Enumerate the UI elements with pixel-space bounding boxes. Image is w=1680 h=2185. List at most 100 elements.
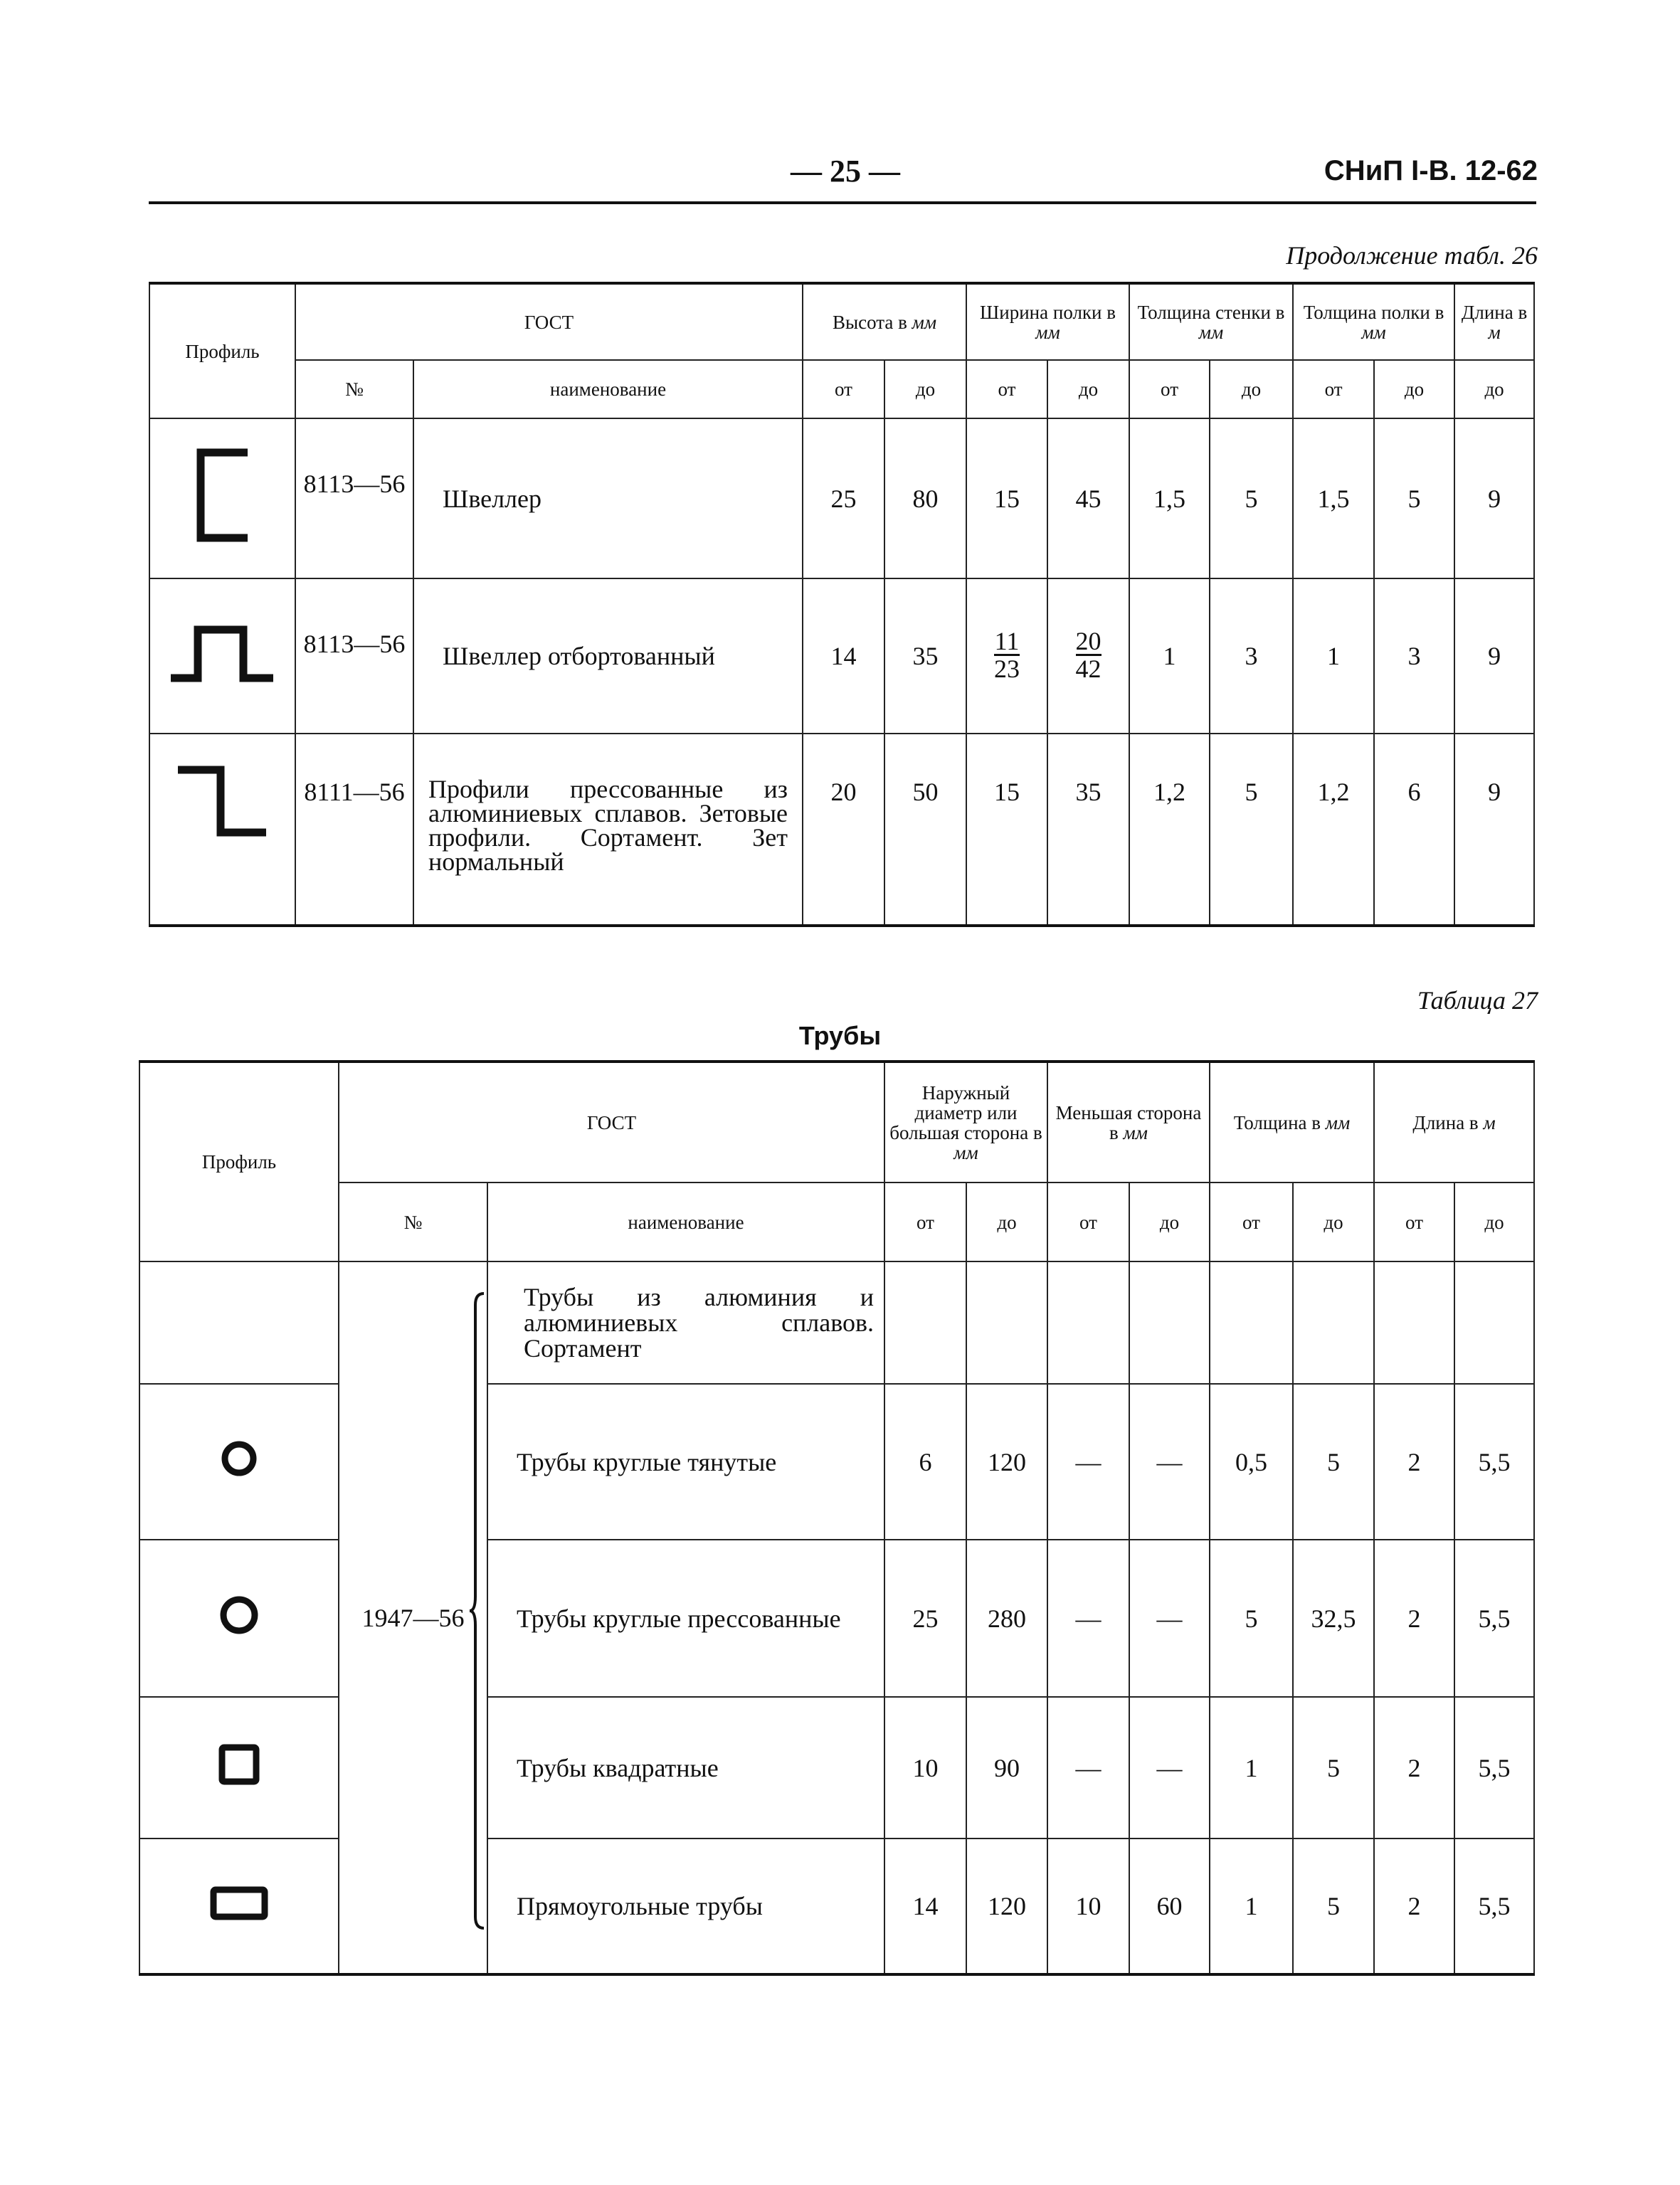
- header-gost: ГОСТ: [295, 282, 803, 361]
- denominator: 42: [1075, 655, 1101, 683]
- cell: 5: [1292, 1838, 1375, 1975]
- header-name: наименование: [487, 1182, 885, 1262]
- header-from: от: [1292, 359, 1375, 419]
- header-unit: мм: [912, 311, 937, 333]
- cell: 15: [966, 418, 1049, 579]
- header-to: до: [883, 359, 968, 419]
- cell: 1: [1129, 578, 1211, 734]
- fraction: 11 23: [994, 628, 1020, 682]
- header-label: Толщина стенки в: [1137, 301, 1285, 323]
- cell: 10: [1047, 1838, 1130, 1975]
- cell: 1,5: [1292, 418, 1375, 579]
- profile-cell: [149, 733, 296, 926]
- cell: 5,5: [1454, 1383, 1536, 1540]
- cell: 25: [802, 418, 885, 579]
- header-from: от: [884, 1182, 967, 1262]
- cell: 3: [1373, 578, 1456, 734]
- table-27-caption: Таблица 27: [1417, 986, 1538, 1015]
- header-label: Толщина в: [1233, 1111, 1321, 1133]
- page-number: — 25 —: [791, 154, 900, 189]
- table-row: Прямоугольные трубы 14 120 10 60 1 5 2 5,5: [139, 1838, 1536, 1975]
- gost-number: 8113—56: [295, 578, 414, 734]
- header-web-thickness: Толщина стенки в мм: [1129, 282, 1294, 361]
- header-unit: мм: [1035, 321, 1060, 343]
- flanged-channel-profile-icon: [170, 625, 273, 682]
- cell: 90: [966, 1696, 1048, 1839]
- cell: 9: [1454, 418, 1536, 579]
- table-27-title: Трубы: [798, 1021, 882, 1050]
- header-label: Длина в: [1461, 301, 1528, 323]
- header-label: Длина в: [1412, 1111, 1479, 1133]
- cell: [1292, 1261, 1375, 1385]
- header-to: до: [1454, 359, 1536, 419]
- header-label: Высота в: [832, 311, 907, 333]
- gost-name: Швеллер: [413, 418, 803, 579]
- header-label: Меньшая сторона в: [1055, 1101, 1202, 1143]
- cell: 5: [1209, 733, 1294, 926]
- header-length: Длина в м: [1373, 1061, 1536, 1183]
- table-row: Трубы квадратные 10 90— —1 5 2 5,5: [139, 1696, 1536, 1839]
- denominator: 23: [994, 655, 1020, 683]
- square-tube-icon: [216, 1744, 262, 1793]
- cell: 35: [1047, 733, 1131, 926]
- cell: 15: [966, 733, 1049, 926]
- gost-number: 1947—56: [361, 1603, 465, 1632]
- header-to: до: [1454, 1182, 1536, 1262]
- cell: 45: [1047, 418, 1131, 579]
- header-from: от: [802, 359, 885, 419]
- cell: 1: [1209, 1696, 1294, 1839]
- cell: 14: [884, 1838, 967, 1975]
- tube-name: Прямоугольные трубы: [487, 1838, 885, 1975]
- table-row: Трубы круглые прессованные 25 280— —5 32,5 2 5…: [139, 1539, 1536, 1698]
- header-smaller-side: Меньшая сторона в мм: [1046, 1061, 1211, 1183]
- header-label: Толщина полки в: [1303, 301, 1444, 323]
- cell: 2: [1373, 1539, 1456, 1698]
- table-row: Трубы круглые тянутые 6 120— —0,5 5 2 5,5: [139, 1383, 1536, 1540]
- cell: 5: [1209, 418, 1294, 579]
- cell: 1: [1292, 578, 1375, 734]
- table-row: 8113—56 Швеллер отбортованный 14 35 11 23 …: [149, 578, 1536, 734]
- table-row: 8113—56 Швеллер 25 80 15 45 1,5 5 1,5 5 9: [149, 418, 1536, 579]
- cell: —: [1047, 1383, 1130, 1540]
- header-unit: м: [1483, 1111, 1496, 1133]
- numerator: 20: [1075, 627, 1101, 656]
- cell: 25: [884, 1539, 967, 1698]
- header-thickness: Толщина в мм: [1209, 1061, 1375, 1183]
- header-from: от: [1209, 1182, 1294, 1262]
- cell: 5: [1292, 1383, 1375, 1540]
- cell: 6: [884, 1383, 967, 1540]
- cell: 6: [1373, 733, 1456, 926]
- cell: 2: [1373, 1696, 1456, 1839]
- cell: 1,2: [1129, 733, 1211, 926]
- cell: 120: [966, 1383, 1048, 1540]
- cell: 60: [1128, 1838, 1211, 1975]
- cell: 5,5: [1454, 1838, 1536, 1975]
- header-to: до: [1209, 359, 1294, 419]
- profile-cell: [139, 1539, 339, 1698]
- header-unit: мм: [953, 1141, 978, 1163]
- profile-cell: [149, 418, 296, 579]
- tube-name: Трубы круглые тянутые: [487, 1383, 885, 1540]
- cell: —: [1128, 1383, 1211, 1540]
- channel-profile-icon: [196, 448, 248, 542]
- header-unit: м: [1488, 321, 1501, 343]
- cell: [1047, 1261, 1130, 1385]
- header-unit: мм: [1361, 321, 1386, 343]
- tube-name: Трубы квадратные: [487, 1696, 885, 1839]
- table-26: Профиль ГОСТ Высота в мм Ширина полки в …: [149, 282, 1536, 927]
- header-number: №: [338, 1182, 488, 1262]
- cell: 5: [1373, 418, 1456, 579]
- header-from: от: [966, 359, 1049, 419]
- cell: 5,5: [1454, 1539, 1536, 1698]
- header-from: от: [1047, 1182, 1130, 1262]
- header-label: Наружный диаметр или большая сторона в: [889, 1081, 1042, 1143]
- cell: 9: [1454, 578, 1536, 734]
- cell: 11 23: [966, 578, 1049, 734]
- tube-name: Трубы из алюминия и алюминиевых сплавов.…: [487, 1261, 885, 1385]
- cell: 5: [1292, 1696, 1375, 1839]
- profile-cell: [139, 1261, 339, 1385]
- profile-cell: [139, 1696, 339, 1839]
- header-to: до: [1047, 359, 1131, 419]
- cell: 5: [1209, 1539, 1294, 1698]
- header-unit: мм: [1123, 1121, 1148, 1143]
